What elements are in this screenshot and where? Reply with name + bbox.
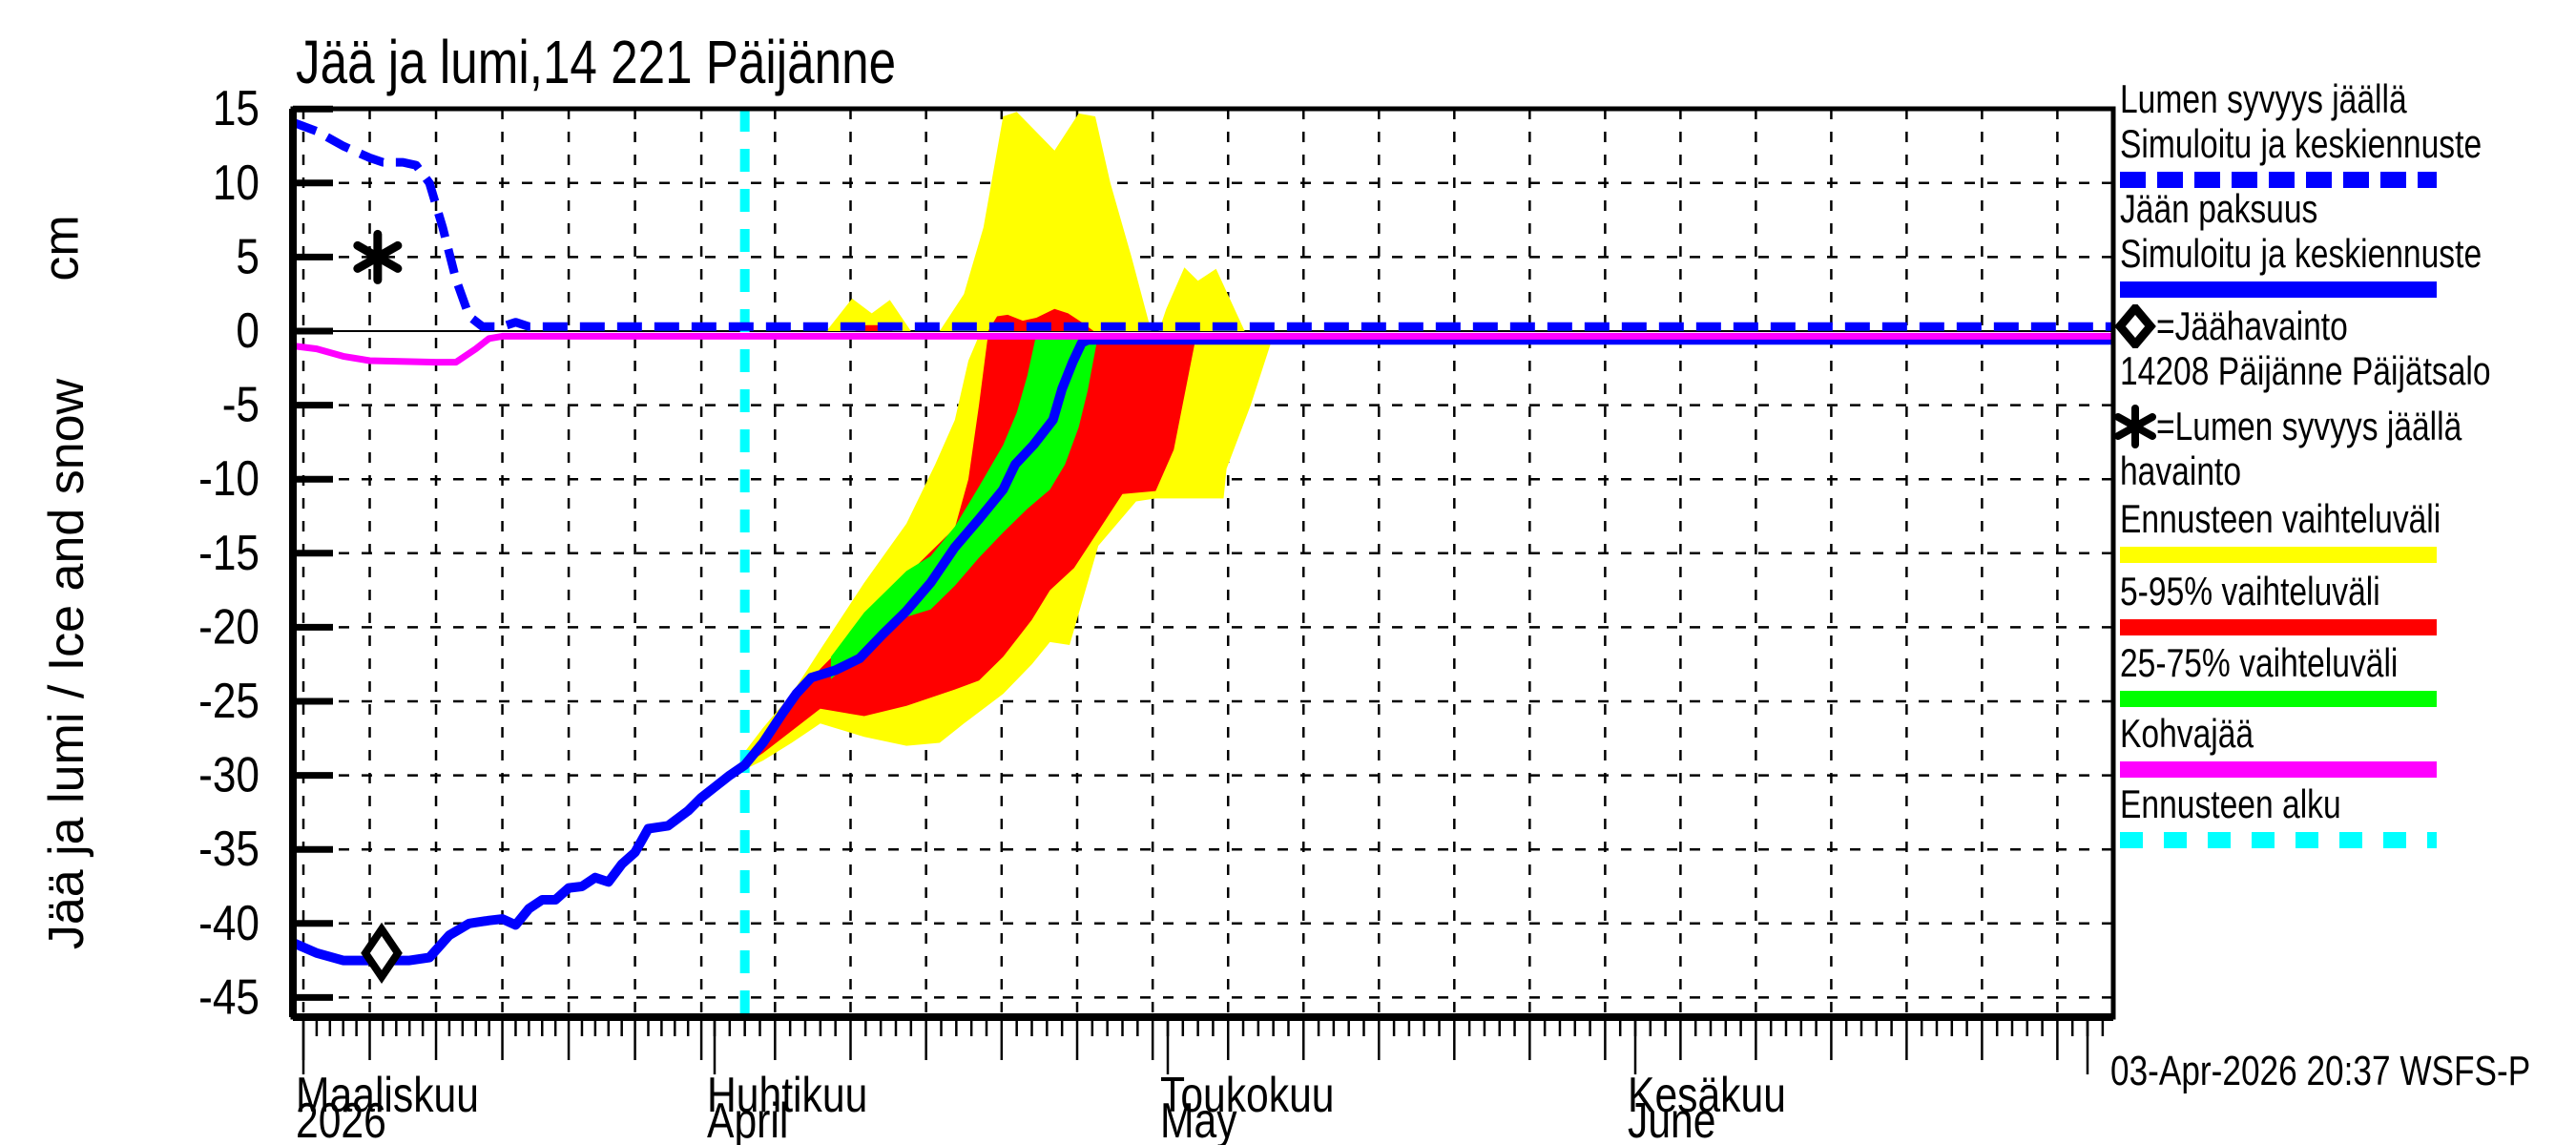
y-tick-label: -45: [198, 969, 260, 1025]
page-title-text: Jää ja lumi,14 221 Päijänne: [296, 28, 897, 96]
y-tick-label: -35: [198, 822, 260, 877]
legend-item: Kohvajää: [2120, 711, 2437, 778]
ice-observation-diamond: [361, 922, 403, 984]
legend-item: Lumen syvyys jäällä Simuloitu ja keskienn…: [2120, 76, 2572, 188]
legend-swatch-yellow: [2120, 547, 2437, 563]
legend-swatch-magenta: [2120, 761, 2437, 778]
legend-item: =Jäähavainto 14208 Päijänne Päijätsalo: [2114, 303, 2576, 393]
legend-swatch-blue-solid: [2120, 281, 2437, 298]
legend-label: Simuloitu ja keskiennuste: [2120, 231, 2483, 276]
legend-label: Jään paksuus: [2120, 186, 2318, 231]
y-tick-label: 15: [213, 81, 260, 136]
y-axis-label: Jää ja lumi / Ice and snow: [39, 378, 94, 950]
month-label-en: 2026: [296, 1093, 386, 1145]
y-tick-label: -30: [198, 747, 260, 802]
legend-swatch-cyan-dashed: [2120, 832, 2437, 848]
legend-label: =Lumen syvyys jäällä: [2114, 404, 2538, 448]
legend-item: Jään paksuus Simuloitu ja keskiennuste: [2120, 186, 2572, 298]
legend-item: 5-95% vaihteluväli: [2120, 569, 2445, 635]
legend-item: Ennusteen vaihteluväli: [2120, 496, 2521, 563]
y-tick-label: 0: [236, 303, 260, 359]
y-tick-label: -25: [198, 674, 260, 729]
month-label-en: April: [707, 1093, 788, 1145]
page-title: Jää ja lumi,14 221 Päijänne: [296, 27, 1046, 97]
plot-frame: [290, 106, 2116, 1020]
y-tick-label: -20: [198, 599, 260, 655]
legend-swatch-blue-dashed: [2120, 172, 2437, 188]
y-axis-unit: cm: [33, 215, 90, 281]
legend-item: =Lumen syvyys jäällä havainto: [2114, 404, 2538, 493]
legend-label: 5-95% vaihteluväli: [2120, 569, 2380, 614]
y-tick-label: 5: [236, 229, 260, 284]
ice-band-green: [830, 334, 1099, 679]
y-tick-label: -10: [198, 451, 260, 507]
month-label-fi: Kesäkuu: [1628, 1068, 1786, 1123]
month-label-en: May: [1160, 1093, 1237, 1145]
y-tick-label: -40: [198, 895, 260, 950]
legend-label: Ennusteen alku: [2120, 781, 2341, 826]
month-label-fi: Maaliskuu: [296, 1068, 479, 1123]
y-tick-label: -15: [198, 525, 260, 580]
snow-observation-asterisk: [353, 240, 403, 273]
legend-label: Simuloitu ja keskiennuste: [2120, 121, 2483, 166]
legend-label: Kohvajää: [2120, 711, 2254, 756]
legend-swatch-green: [2120, 691, 2437, 707]
legend-item: 25-75% vaihteluväli: [2120, 640, 2467, 707]
legend-label: 25-75% vaihteluväli: [2120, 640, 2399, 685]
snow-depth-line: [291, 117, 2113, 331]
legend-swatch-red: [2120, 619, 2437, 635]
legend-item: Ennusteen alku: [2120, 781, 2437, 848]
legend-label: =Jäähavainto: [2114, 303, 2576, 348]
legend-label: 14208 Päijänne Päijätsalo: [2120, 348, 2491, 393]
timestamp-text: 03-Apr-2026 20:37 WSFS-P: [2110, 1048, 2531, 1094]
legend-label: Ennusteen vaihteluväli: [2120, 496, 2441, 541]
legend-label: havainto: [2120, 448, 2242, 493]
y-tick-label: 10: [213, 155, 260, 210]
ice-thickness-line: [291, 335, 2113, 966]
month-label-en: June: [1628, 1093, 1715, 1145]
legend-label: Lumen syvyys jäällä: [2120, 76, 2407, 121]
kohvajaa-line: [292, 332, 2113, 366]
diamond-icon: [2114, 303, 2156, 348]
snow-band-yellow: [826, 112, 1245, 331]
asterisk-icon: [2114, 404, 2156, 448]
timestamp: 03-Apr-2026 20:37 WSFS-P: [2110, 1048, 2576, 1095]
y-tick-label: -5: [222, 377, 260, 432]
month-label-fi: Toukokuu: [1160, 1068, 1335, 1123]
month-label-fi: Huhtikuu: [707, 1068, 867, 1123]
